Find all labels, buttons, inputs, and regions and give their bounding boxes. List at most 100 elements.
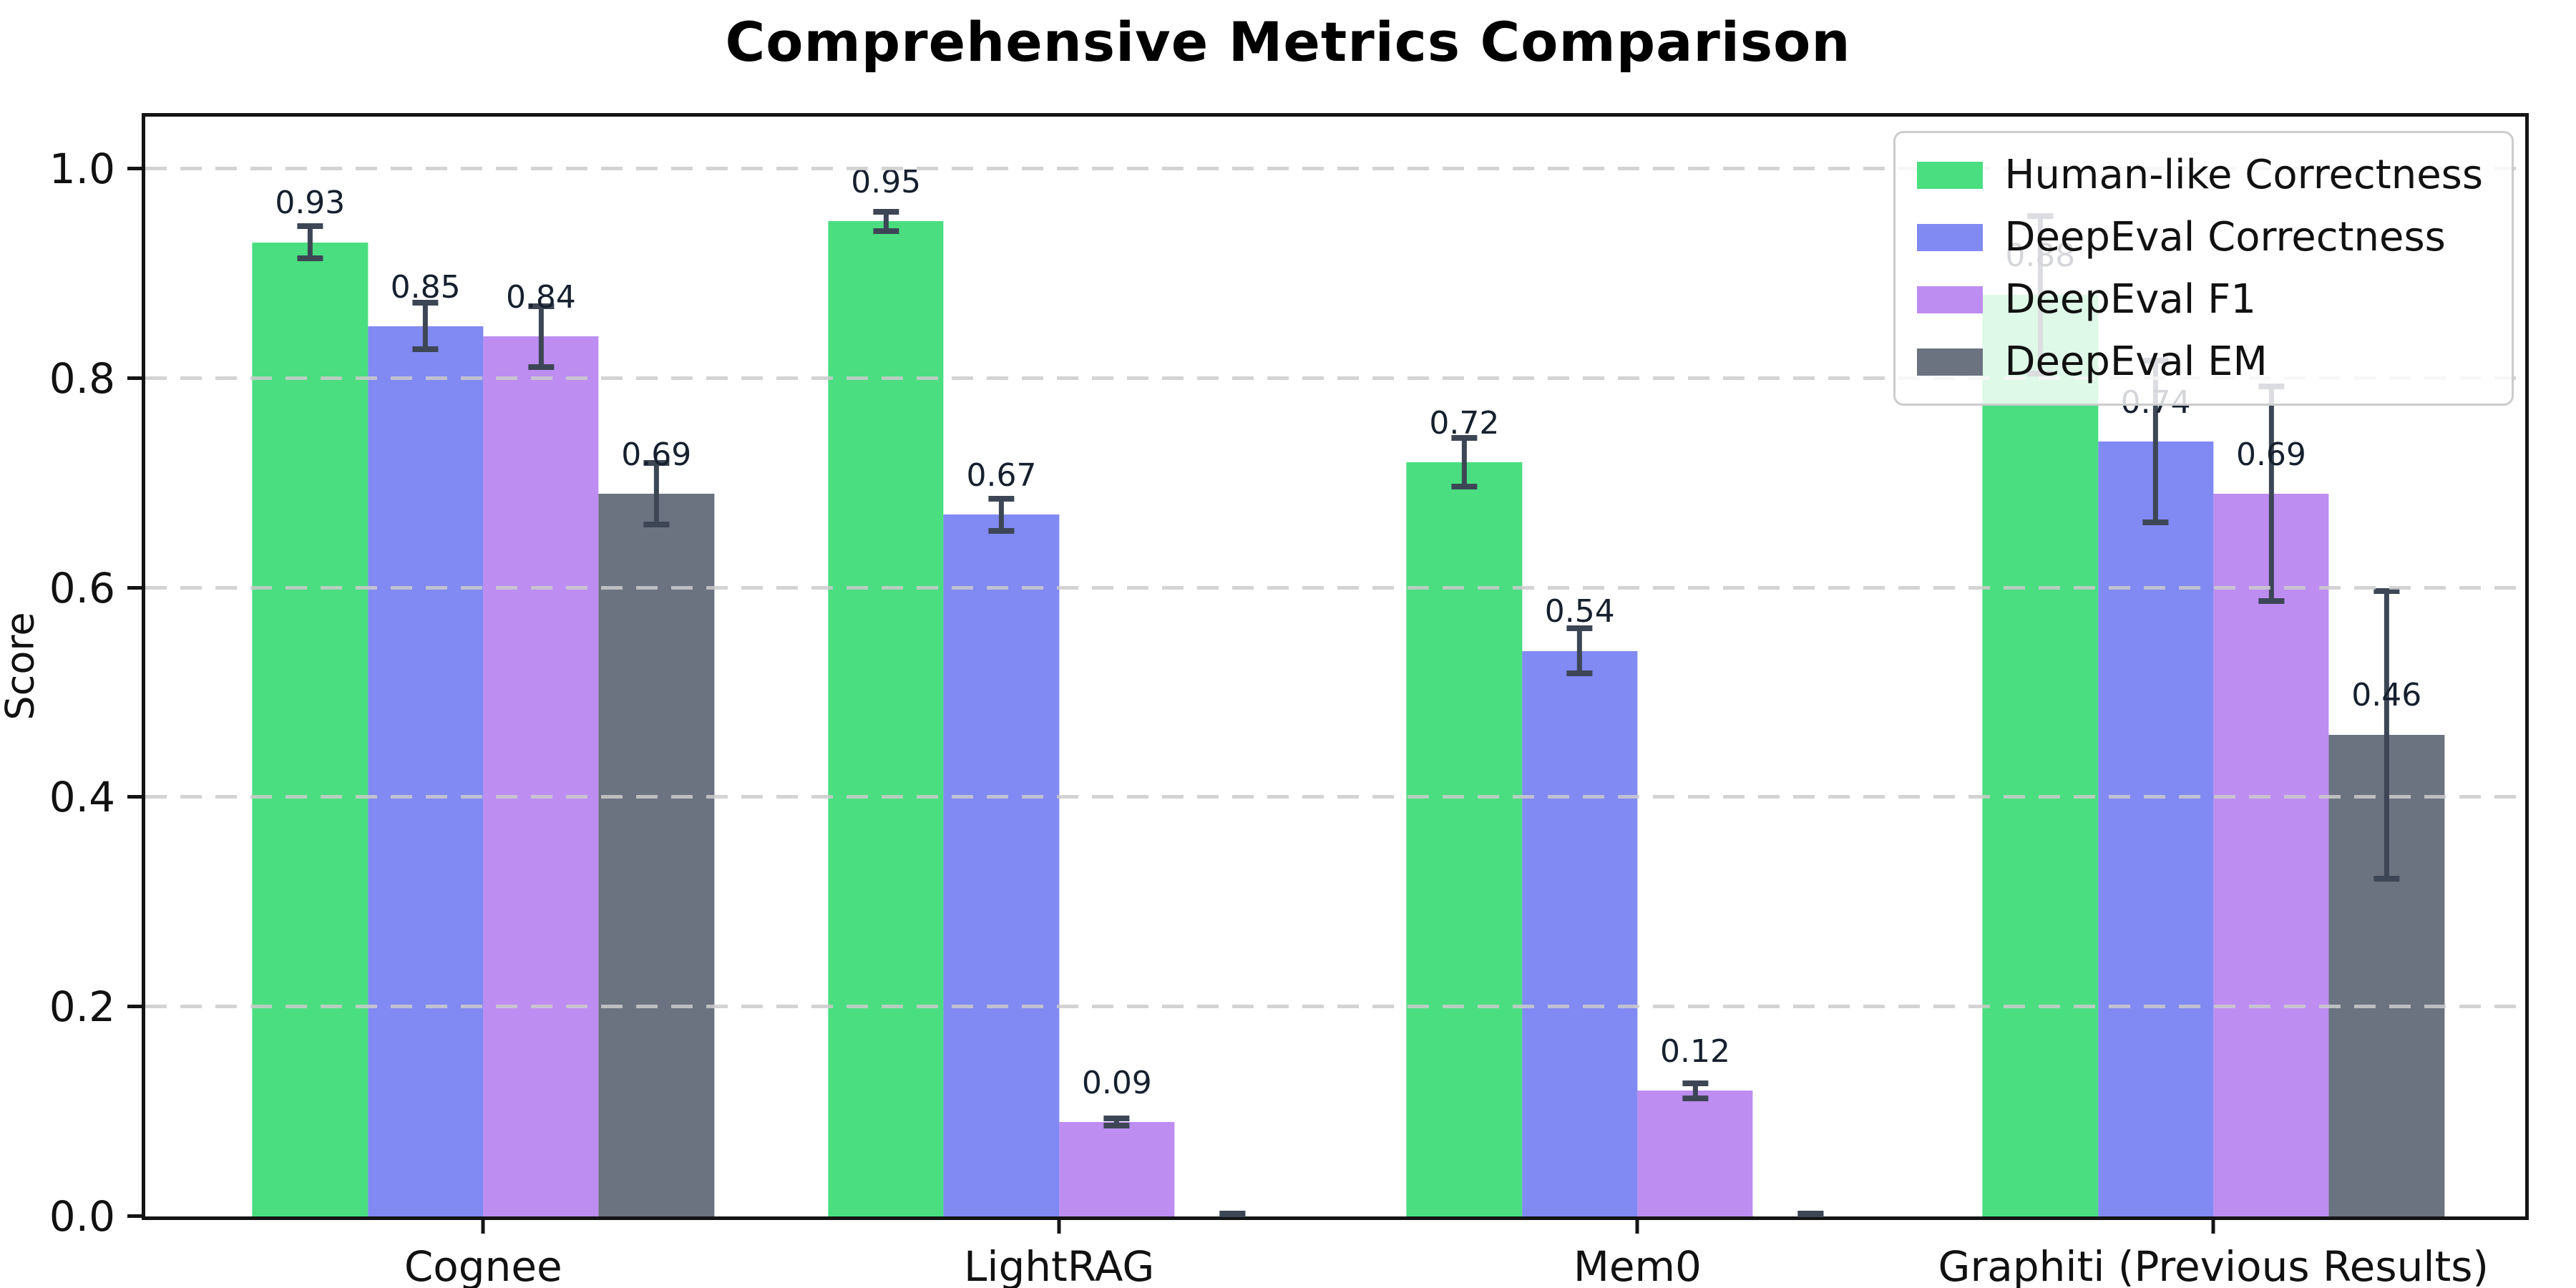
error-cap-low-0-0 [297, 255, 323, 262]
bar-1-1 [943, 514, 1060, 1216]
error-cap-low-0-3 [643, 521, 670, 527]
legend-label: DeepEval F1 [2004, 276, 2256, 323]
bar-value-label-1-0: 0.95 [851, 164, 922, 201]
error-cap-high-0-3 [643, 460, 670, 467]
bar-value-label-2-0: 0.72 [1429, 404, 1500, 441]
x-tick-mark-3 [2211, 1216, 2215, 1234]
y-tick-mark-1.0 [127, 167, 145, 171]
bar-value-label-0-0: 0.93 [275, 185, 346, 222]
bar-value-label-3-3: 0.46 [2351, 677, 2422, 714]
error-bar-1-2 [1114, 1116, 1120, 1129]
y-tick-label-0.8: 0.8 [49, 353, 115, 403]
error-bar-3-1 [2153, 357, 2159, 525]
y-tick-mark-0.6 [127, 585, 145, 590]
x-tick-label-3: Graphiti (Previous Results) [1938, 1242, 2489, 1288]
bar-value-label-0-3: 0.69 [621, 436, 692, 473]
y-tick-mark-0.4 [127, 795, 145, 799]
y-tick-mark-0.0 [127, 1214, 145, 1218]
error-cap-low-2-0 [1451, 484, 1478, 490]
y-tick-label-0.4: 0.4 [49, 773, 115, 822]
y-axis-label: Score [0, 612, 43, 721]
error-bar-1-0 [883, 208, 889, 234]
bar-value-label-1-1: 0.67 [966, 457, 1037, 494]
error-cap-high-2-0 [1451, 435, 1478, 441]
x-tick-mark-2 [1635, 1216, 1639, 1234]
x-tick-mark-1 [1057, 1216, 1061, 1234]
error-cap-low-2-2 [1682, 1095, 1709, 1101]
y-tick-label-0.2: 0.2 [49, 982, 115, 1032]
bar-value-label-0-2: 0.84 [505, 279, 576, 316]
error-cap-high-0-2 [527, 303, 554, 309]
bar-2-1 [1522, 650, 1638, 1216]
error-bar-3-2 [2268, 384, 2274, 604]
bar-value-label-0-1: 0.85 [390, 268, 461, 306]
bar-3-1 [2097, 441, 2214, 1216]
bar-value-label-1-2: 0.09 [1081, 1064, 1152, 1101]
legend-label: Human-like Correctness [2004, 152, 2483, 198]
legend-row-1: DeepEval Correctness [1917, 214, 2483, 260]
error-cap-high-1-2 [1103, 1116, 1130, 1122]
error-cap-high-2-3 [1797, 1211, 1824, 1217]
plot-area: 0.93 0.85 0.84 0.69 0.95 0.67 0.09 0.72 0.54 0.12… [49, 113, 2529, 1288]
error-bar-0-1 [423, 300, 429, 353]
error-bar-2-2 [1692, 1080, 1698, 1101]
error-bar-0-3 [653, 460, 659, 527]
bar-0-1 [367, 326, 484, 1216]
bar-group-0: 0.93 0.85 0.84 0.69 [252, 117, 714, 1216]
bar-group-3: 0.880.740.690.46 [1982, 117, 2444, 1216]
error-cap-high-0-1 [412, 300, 439, 306]
error-bar-0-0 [307, 223, 313, 262]
error-cap-high-1-0 [873, 208, 899, 215]
error-bar-2-1 [1577, 625, 1583, 676]
error-cap-high-3-3 [2373, 587, 2400, 594]
x-tick-label-2: Mem0 [1573, 1242, 1702, 1288]
legend-label: DeepEval EM [2004, 338, 2268, 385]
y-tick-label-0.6: 0.6 [49, 563, 115, 613]
bar-3-2 [2213, 493, 2329, 1216]
chart-title: Comprehensive Metrics Comparison [725, 10, 1851, 74]
error-bar-0-2 [538, 303, 544, 371]
bar-value-label-2-2: 0.12 [1660, 1033, 1731, 1070]
error-cap-high-2-2 [1682, 1080, 1709, 1086]
y-tick-label-1.0: 1.0 [49, 145, 115, 194]
error-bar-1-1 [999, 495, 1005, 534]
bar-0-0 [252, 242, 368, 1216]
bar-group-2: 0.72 0.54 0.12 [1406, 117, 1868, 1217]
legend-label: DeepEval Correctness [2004, 214, 2446, 260]
bar-2-2 [1637, 1091, 1753, 1216]
y-tick-mark-0.8 [127, 376, 145, 380]
legend-swatch-icon [1917, 286, 1984, 313]
error-cap-high-1-1 [988, 495, 1015, 502]
y-tick-label-0.0: 0.0 [49, 1192, 115, 1241]
y-tick-mark-0.2 [127, 1005, 145, 1009]
error-cap-low-3-1 [2142, 519, 2169, 525]
bar-3-0 [1982, 294, 2098, 1216]
error-cap-low-0-1 [412, 346, 439, 353]
error-cap-high-0-0 [297, 223, 323, 230]
error-cap-low-1-0 [873, 228, 899, 234]
bar-2-0 [1406, 462, 1523, 1216]
bar-0-3 [598, 493, 714, 1216]
error-cap-low-1-1 [988, 527, 1015, 534]
plot-inner: 0.93 0.85 0.84 0.69 0.95 0.67 0.09 0.72 0.54 0.12… [145, 117, 2525, 1217]
error-bar-3-3 [2384, 587, 2389, 882]
legend-row-3: DeepEval EM [1917, 338, 2483, 385]
x-tick-mark-0 [481, 1216, 485, 1234]
legend-row-0: Human-like Correctness [1917, 152, 2483, 198]
error-cap-low-1-2 [1103, 1123, 1130, 1129]
x-tick-label-1: LightRAG [964, 1242, 1155, 1288]
bar-1-2 [1059, 1122, 1175, 1216]
error-bar-2-0 [1461, 435, 1467, 490]
legend-swatch-icon [1917, 161, 1984, 189]
error-cap-high-2-1 [1566, 625, 1593, 632]
legend-swatch-icon [1917, 348, 1984, 376]
x-tick-label-0: Cognee [404, 1242, 562, 1288]
bar-1-0 [828, 221, 944, 1216]
bar-group-1: 0.95 0.67 0.09 [828, 117, 1290, 1217]
legend-row-2: DeepEval F1 [1917, 276, 2483, 323]
error-cap-low-2-1 [1566, 670, 1593, 676]
error-cap-low-3-3 [2373, 875, 2400, 882]
legend-swatch-icon [1917, 223, 1984, 251]
bar-0-2 [483, 336, 599, 1216]
